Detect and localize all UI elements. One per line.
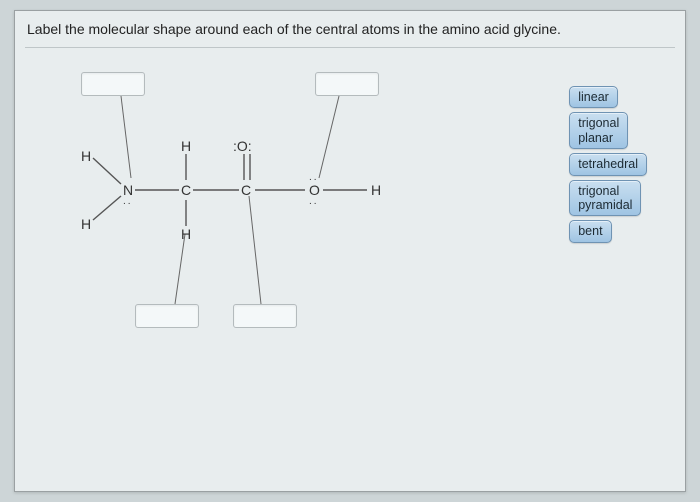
chip-label: trigonalpyramidal bbox=[578, 184, 632, 212]
question-prompt: Label the molecular shape around each of… bbox=[25, 19, 675, 48]
chip-tetrahedral[interactable]: tetrahedral bbox=[569, 153, 647, 175]
bonds bbox=[73, 118, 403, 278]
chip-bent[interactable]: bent bbox=[569, 220, 611, 242]
chip-linear[interactable]: linear bbox=[569, 86, 618, 108]
answer-bank: linear trigonalplanar tetrahedral trigon… bbox=[569, 86, 647, 243]
chip-trigonal-pyramidal[interactable]: trigonalpyramidal bbox=[569, 180, 641, 217]
chip-trigonal-planar[interactable]: trigonalplanar bbox=[569, 112, 628, 149]
work-area: H H N .. C H H C :O: O .. .. H bbox=[25, 56, 675, 456]
chip-label: linear bbox=[578, 90, 609, 104]
chip-label: trigonalplanar bbox=[578, 116, 619, 144]
chip-label: bent bbox=[578, 224, 602, 238]
exercise-panel: Label the molecular shape around each of… bbox=[14, 10, 686, 492]
chip-label: tetrahedral bbox=[578, 157, 638, 171]
molecule-diagram: H H N .. C H H C :O: O .. .. H bbox=[73, 118, 403, 278]
